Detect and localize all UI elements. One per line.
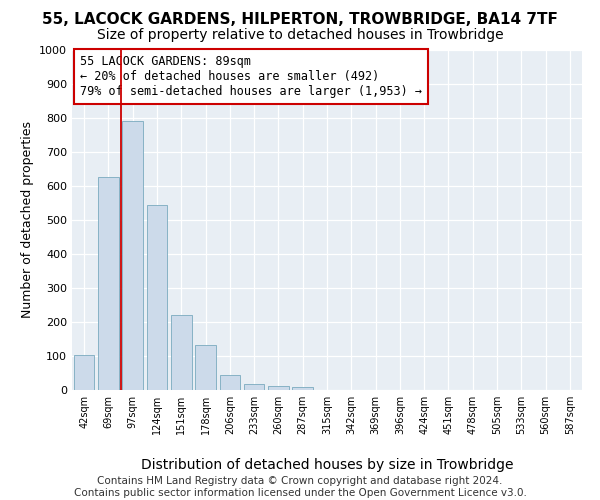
Text: Distribution of detached houses by size in Trowbridge: Distribution of detached houses by size … xyxy=(141,458,513,471)
Bar xyxy=(74,355,94,390)
Text: Size of property relative to detached houses in Trowbridge: Size of property relative to detached ho… xyxy=(97,28,503,42)
Bar xyxy=(146,206,167,390)
Y-axis label: Number of detached properties: Number of detached properties xyxy=(20,122,34,318)
Bar xyxy=(292,386,313,390)
Text: Contains HM Land Registry data © Crown copyright and database right 2024.
Contai: Contains HM Land Registry data © Crown c… xyxy=(74,476,526,498)
Bar xyxy=(171,315,191,390)
Bar xyxy=(244,384,265,390)
Bar xyxy=(98,178,119,390)
Bar xyxy=(122,120,143,390)
Text: 55, LACOCK GARDENS, HILPERTON, TROWBRIDGE, BA14 7TF: 55, LACOCK GARDENS, HILPERTON, TROWBRIDG… xyxy=(42,12,558,28)
Bar xyxy=(220,376,240,390)
Bar xyxy=(195,345,216,390)
Bar xyxy=(268,386,289,390)
Text: 55 LACOCK GARDENS: 89sqm
← 20% of detached houses are smaller (492)
79% of semi-: 55 LACOCK GARDENS: 89sqm ← 20% of detach… xyxy=(80,55,422,98)
